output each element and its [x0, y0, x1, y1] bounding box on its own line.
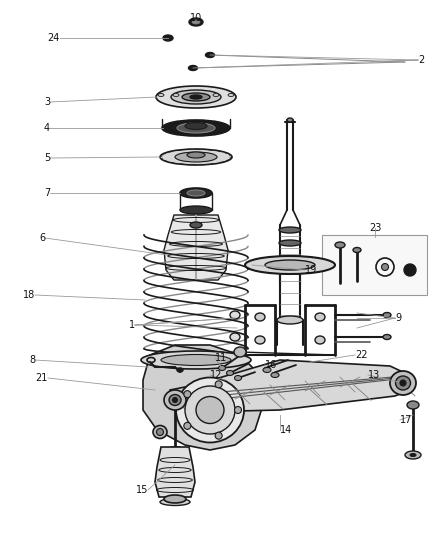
- Ellipse shape: [405, 451, 421, 459]
- Ellipse shape: [182, 93, 210, 101]
- Ellipse shape: [185, 123, 207, 130]
- Text: 21: 21: [35, 373, 48, 383]
- Ellipse shape: [180, 188, 212, 198]
- Ellipse shape: [156, 86, 236, 108]
- Ellipse shape: [184, 391, 191, 398]
- Text: 11: 11: [215, 353, 227, 363]
- Text: 14: 14: [280, 425, 292, 435]
- Ellipse shape: [164, 495, 186, 503]
- Ellipse shape: [173, 398, 177, 402]
- Ellipse shape: [160, 149, 232, 165]
- Ellipse shape: [163, 35, 173, 41]
- Ellipse shape: [255, 313, 265, 321]
- Ellipse shape: [404, 264, 416, 276]
- Ellipse shape: [213, 93, 219, 96]
- Ellipse shape: [234, 407, 241, 414]
- Ellipse shape: [277, 316, 303, 324]
- Ellipse shape: [141, 351, 251, 369]
- Ellipse shape: [255, 336, 265, 344]
- Text: 17: 17: [400, 415, 412, 425]
- Text: 13: 13: [368, 370, 380, 380]
- Ellipse shape: [190, 95, 202, 99]
- Ellipse shape: [184, 422, 191, 430]
- Ellipse shape: [185, 386, 235, 434]
- Text: 24: 24: [48, 33, 60, 43]
- Text: 5: 5: [44, 153, 50, 163]
- Ellipse shape: [396, 376, 410, 390]
- Ellipse shape: [169, 394, 181, 406]
- Ellipse shape: [245, 256, 335, 274]
- Ellipse shape: [407, 401, 419, 409]
- Ellipse shape: [219, 366, 226, 370]
- Ellipse shape: [188, 66, 198, 70]
- Text: 10: 10: [190, 13, 202, 23]
- Ellipse shape: [164, 390, 186, 410]
- Text: 6: 6: [39, 233, 45, 243]
- Ellipse shape: [226, 370, 233, 376]
- Ellipse shape: [190, 222, 202, 228]
- Text: 8: 8: [29, 355, 35, 365]
- Ellipse shape: [315, 313, 325, 321]
- Ellipse shape: [153, 425, 167, 439]
- Ellipse shape: [315, 336, 325, 344]
- Polygon shape: [143, 345, 263, 450]
- Polygon shape: [155, 447, 195, 497]
- Text: 22: 22: [355, 350, 367, 360]
- Ellipse shape: [162, 120, 230, 136]
- Polygon shape: [170, 360, 410, 412]
- Ellipse shape: [410, 454, 416, 456]
- Ellipse shape: [335, 242, 345, 248]
- Text: 12: 12: [210, 370, 223, 380]
- Ellipse shape: [287, 118, 293, 122]
- Ellipse shape: [400, 380, 406, 386]
- Ellipse shape: [215, 432, 222, 439]
- Text: 16: 16: [265, 360, 277, 370]
- Text: 7: 7: [44, 188, 50, 198]
- Ellipse shape: [177, 123, 215, 133]
- Ellipse shape: [279, 240, 301, 246]
- Ellipse shape: [175, 152, 217, 162]
- Ellipse shape: [279, 227, 301, 233]
- Ellipse shape: [158, 93, 164, 96]
- Ellipse shape: [187, 190, 205, 196]
- Ellipse shape: [353, 247, 361, 253]
- Text: 9: 9: [395, 313, 401, 323]
- Ellipse shape: [187, 152, 205, 158]
- Text: 3: 3: [44, 97, 50, 107]
- Ellipse shape: [205, 52, 215, 58]
- Ellipse shape: [196, 397, 224, 424]
- Ellipse shape: [173, 93, 179, 96]
- Text: 19: 19: [305, 265, 317, 275]
- Ellipse shape: [390, 371, 416, 395]
- Text: 2: 2: [418, 55, 424, 65]
- Ellipse shape: [192, 20, 200, 24]
- Text: 23: 23: [369, 223, 381, 233]
- Ellipse shape: [271, 373, 279, 377]
- Text: 15: 15: [136, 485, 148, 495]
- Ellipse shape: [383, 312, 391, 318]
- Ellipse shape: [215, 381, 222, 388]
- Ellipse shape: [230, 311, 240, 319]
- Ellipse shape: [230, 333, 240, 341]
- Polygon shape: [164, 215, 228, 280]
- Ellipse shape: [156, 429, 163, 435]
- Ellipse shape: [180, 206, 212, 214]
- Ellipse shape: [234, 347, 246, 357]
- Text: 1: 1: [129, 320, 135, 330]
- Text: 18: 18: [23, 290, 35, 300]
- Ellipse shape: [171, 90, 221, 104]
- Ellipse shape: [176, 377, 244, 442]
- Ellipse shape: [263, 367, 271, 373]
- Text: 4: 4: [44, 123, 50, 133]
- Ellipse shape: [189, 18, 203, 26]
- Ellipse shape: [161, 354, 231, 366]
- Ellipse shape: [381, 263, 389, 271]
- Bar: [322, 235, 427, 295]
- Ellipse shape: [177, 368, 183, 372]
- Ellipse shape: [265, 260, 315, 270]
- Ellipse shape: [383, 335, 391, 340]
- Ellipse shape: [234, 376, 241, 381]
- Ellipse shape: [228, 93, 234, 96]
- Ellipse shape: [160, 498, 190, 505]
